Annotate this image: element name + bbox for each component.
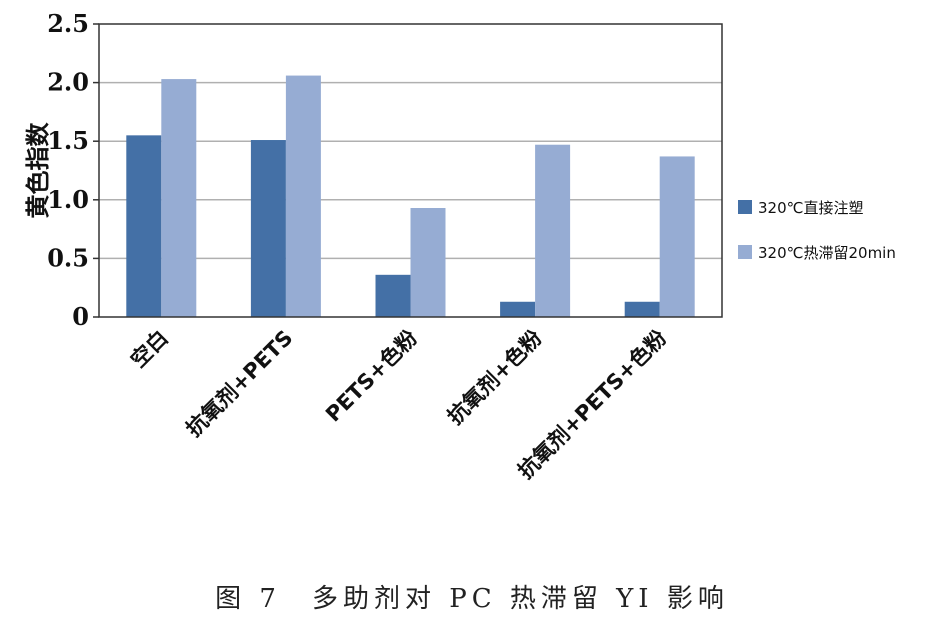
legend-label: 320℃热滞留20min	[758, 244, 896, 262]
bar-2	[285, 75, 321, 318]
legend-swatch	[738, 200, 752, 214]
x-category-label: 空白	[126, 326, 173, 373]
x-category-label: 抗氧剂+PETS	[182, 326, 298, 442]
figure-caption: 图 7 多助剂对 PC 热滞留 YI 影响	[215, 584, 729, 614]
legend-swatch	[738, 245, 752, 259]
bar-1	[500, 301, 536, 317]
bar-2	[161, 79, 197, 317]
y-tick-label: 1.5	[47, 126, 89, 155]
bar-1	[624, 301, 660, 317]
bars	[126, 75, 695, 318]
y-tick-label: 0.5	[47, 243, 89, 272]
bar-2	[410, 208, 446, 317]
y-tick-label: 1.0	[47, 185, 89, 214]
plot-frame	[98, 23, 723, 318]
legend: 320℃直接注塑 320℃热滞留20min	[738, 199, 896, 262]
bar-1	[126, 135, 162, 317]
bar-1	[375, 274, 411, 317]
y-tick-label: 2.5	[47, 9, 89, 38]
y-tick-labels: 0 0.5 1.0 1.5 2.0 2.5	[47, 9, 99, 331]
legend-label: 320℃直接注塑	[758, 199, 863, 217]
x-category-label: PETS+色粉	[321, 326, 422, 427]
x-category-label: 抗氧剂+色粉	[443, 326, 547, 430]
y-tick-label: 0	[72, 302, 89, 331]
y-axis-title: 黄色指数	[24, 122, 52, 219]
y-tick-label: 2.0	[47, 68, 89, 97]
bar-2	[535, 144, 571, 317]
bar-2	[659, 156, 695, 317]
bar-1	[250, 140, 286, 317]
